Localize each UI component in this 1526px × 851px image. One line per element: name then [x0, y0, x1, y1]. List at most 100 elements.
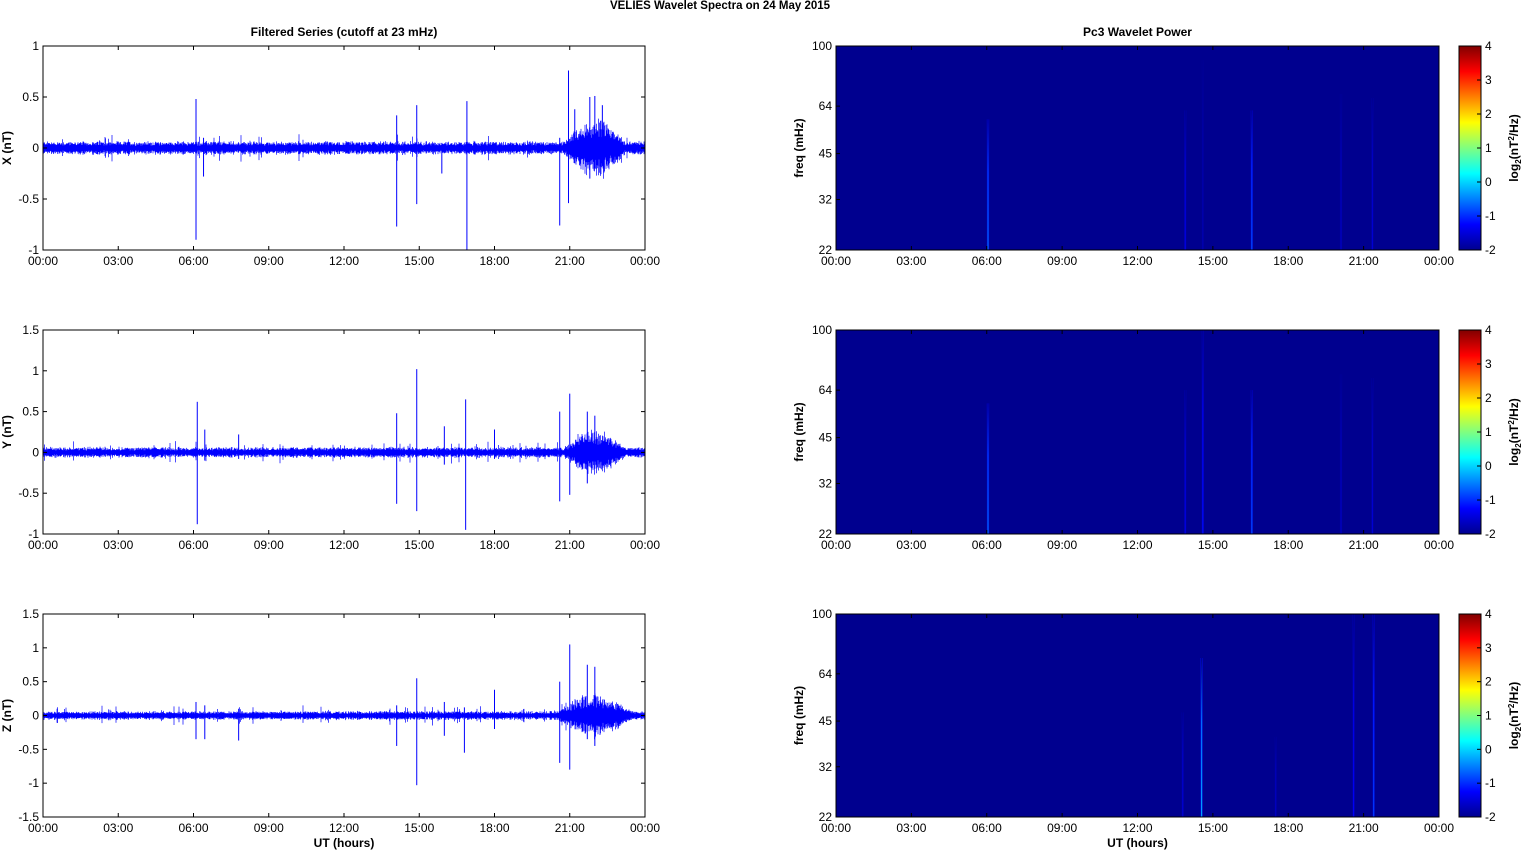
y-tick-label: -0.5: [18, 486, 39, 500]
x-axis-label: UT (hours): [314, 836, 375, 850]
x-tick-label: 18:00: [1273, 538, 1303, 552]
colorbar-tick-label: 3: [1485, 641, 1492, 655]
y-tick-label: -1: [28, 527, 39, 541]
y-tick-label: 64: [819, 383, 833, 397]
y-tick-label: 32: [819, 760, 833, 774]
x-tick-label: 18:00: [1273, 254, 1303, 268]
spectrogram-background: [836, 46, 1439, 250]
power-streak: [1275, 736, 1277, 817]
colorbar: -2 -1 0 1 2 3 4 log2(nT2/Hz): [1458, 323, 1523, 541]
colorbar-tick-label: 1: [1485, 709, 1492, 723]
x-tick-label: 12:00: [329, 254, 359, 268]
power-streak: [1371, 378, 1374, 534]
x-tick-label: 09:00: [254, 254, 284, 268]
colorbar-tick-label: -1: [1485, 493, 1496, 507]
filtered-series-y: -1 -0.5 0 0.5 1 1.5 Y (nT) 00:00 03:00 06:00 09:00…: [0, 323, 660, 552]
figure-title: VELIES Wavelet Spectra on 24 May 2015: [610, 0, 831, 12]
power-streak: [1184, 390, 1186, 534]
x-tick-label: 12:00: [329, 538, 359, 552]
x-tick-label: 18:00: [479, 821, 509, 835]
x-tick-label: 03:00: [896, 538, 926, 552]
power-streak: [987, 403, 989, 534]
colorbar-tick-label: 0: [1485, 459, 1492, 473]
x-tick-label: 09:00: [1047, 254, 1077, 268]
x-tick-label: 06:00: [972, 538, 1002, 552]
x-tick-label: 09:00: [254, 821, 284, 835]
x-tick-label: 15:00: [1198, 254, 1228, 268]
y-tick-label: 22: [819, 810, 833, 824]
y-axis-label: Z (nT): [0, 699, 14, 732]
x-tick-label: 15:00: [404, 254, 434, 268]
colorbar-tick-label: -2: [1485, 527, 1496, 541]
x-tick-label: 18:00: [479, 538, 509, 552]
x-tick-label: 06:00: [972, 254, 1002, 268]
x-tick-label: 00:00: [1424, 538, 1454, 552]
x-tick-label: 03:00: [896, 821, 926, 835]
power-streak: [1340, 374, 1342, 534]
power-streak: [1373, 614, 1375, 817]
filtered-series-x: -1 -0.5 0 0.5 1 X (nT) Filtered Series (cutoff…: [0, 25, 660, 268]
y-tick-label: 45: [819, 431, 833, 445]
power-streak: [1200, 658, 1203, 817]
colorbar-tick-label: 1: [1485, 141, 1492, 155]
x-tick-label: 00:00: [821, 254, 851, 268]
x-tick-label: 00:00: [630, 538, 660, 552]
x-tick-label: 03:00: [896, 254, 926, 268]
x-tick-label: 00:00: [28, 538, 58, 552]
y-tick-label: 1: [32, 641, 39, 655]
x-tick-label: 00:00: [821, 821, 851, 835]
y-axis-label: X (nT): [0, 131, 14, 165]
y-tick-label: 64: [819, 667, 833, 681]
y-tick-label: 100: [812, 607, 832, 621]
x-tick-label: 12:00: [1122, 254, 1152, 268]
colorbar: -2 -1 0 1 2 3 4 log2(nT2/Hz): [1458, 39, 1523, 257]
colorbar-tick-label: 0: [1485, 175, 1492, 189]
x-tick-label: 06:00: [178, 538, 208, 552]
power-streak: [1352, 614, 1355, 817]
x-tick-label: 21:00: [1349, 254, 1379, 268]
y-tick-label: 100: [812, 39, 832, 53]
y-axis-label: freq (mHz): [792, 402, 806, 461]
x-tick-label: 21:00: [1349, 821, 1379, 835]
y-tick-label: -0.5: [18, 192, 39, 206]
x-tick-label: 00:00: [28, 254, 58, 268]
x-tick-label: 09:00: [254, 538, 284, 552]
x-tick-label: 03:00: [103, 254, 133, 268]
series-trace: [42, 429, 646, 475]
y-tick-label: 100: [812, 323, 832, 337]
y-tick-label: 0: [32, 709, 39, 723]
colorbar: -2 -1 0 1 2 3 4 log2(nT2/Hz): [1458, 607, 1523, 824]
x-tick-label: 03:00: [103, 821, 133, 835]
axes-frame: [42, 329, 646, 535]
y-tick-label: 0.5: [22, 90, 39, 104]
colorbar-label: log2(nT2/Hz): [1507, 114, 1523, 182]
y-tick-label: 45: [819, 714, 833, 728]
x-tick-label: 06:00: [178, 821, 208, 835]
power-streak: [1184, 110, 1186, 251]
y-tick-label: 32: [819, 477, 833, 491]
colorbar-tick-label: 0: [1485, 742, 1492, 756]
x-tick-label: 12:00: [1122, 538, 1152, 552]
colorbar-tick-label: 4: [1485, 607, 1492, 621]
x-tick-label: 21:00: [1349, 538, 1379, 552]
colorbar-tick-label: 4: [1485, 39, 1492, 53]
power-streak: [1340, 94, 1342, 251]
y-tick-label: 0.5: [22, 675, 39, 689]
x-tick-label: 12:00: [1122, 821, 1152, 835]
x-tick-label: 00:00: [630, 254, 660, 268]
y-tick-label: -1.5: [18, 810, 39, 824]
y-tick-label: 1: [32, 39, 39, 53]
y-axis-label: freq (mHz): [792, 118, 806, 177]
colorbar-tick-label: -2: [1485, 243, 1496, 257]
x-tick-label: 15:00: [404, 821, 434, 835]
y-axis-label: Y (nT): [0, 415, 14, 449]
power-streak: [1251, 390, 1253, 534]
series-trace: [42, 693, 646, 740]
x-tick-label: 21:00: [555, 538, 585, 552]
y-tick-label: 1: [32, 364, 39, 378]
x-tick-label: 00:00: [630, 821, 660, 835]
colorbar-tick-label: 4: [1485, 323, 1492, 337]
